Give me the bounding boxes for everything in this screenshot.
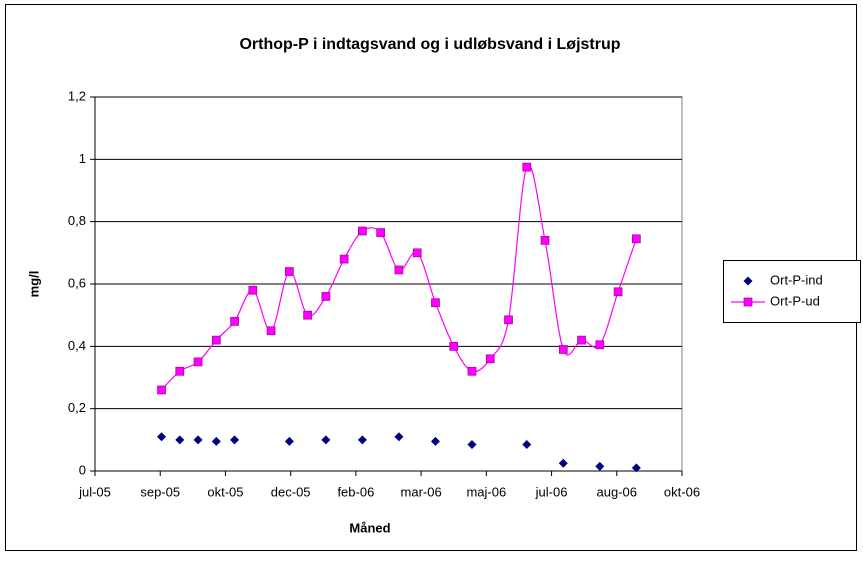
y-tick-label: 0,6 — [68, 275, 86, 290]
data-point — [558, 458, 568, 468]
data-point — [449, 341, 459, 351]
data-point — [631, 234, 641, 244]
y-tick-label: 0,8 — [68, 213, 86, 228]
data-point — [248, 285, 258, 295]
legend-box — [723, 260, 861, 323]
data-point — [577, 335, 586, 345]
legend-label: Ort-P-ind — [770, 272, 823, 287]
data-point — [157, 385, 166, 395]
data-point — [431, 298, 440, 308]
y-tick-label: 0 — [79, 462, 86, 477]
x-tick-label: jul-05 — [78, 484, 111, 499]
data-point — [230, 435, 240, 445]
x-tick-label: jul-06 — [535, 484, 568, 499]
data-point — [412, 248, 422, 258]
legend-marker — [743, 276, 753, 286]
y-tick-label: 1,2 — [68, 88, 86, 103]
x-tick-label: dec-05 — [271, 484, 311, 499]
data-point — [430, 436, 440, 446]
data-point — [284, 436, 294, 446]
data-point — [193, 435, 203, 445]
data-point — [358, 226, 367, 236]
data-point — [175, 366, 185, 376]
x-tick-label: okt-05 — [207, 484, 243, 499]
data-point — [230, 317, 239, 326]
data-point — [175, 435, 185, 445]
y-axis-label: mg/l — [26, 271, 41, 298]
data-point — [595, 461, 605, 471]
data-point — [321, 292, 331, 301]
data-point — [595, 340, 605, 350]
series-line — [161, 164, 637, 391]
data-point — [211, 436, 221, 446]
data-point — [376, 228, 386, 237]
x-axis-label: Måned — [349, 520, 390, 535]
data-point — [485, 354, 495, 364]
data-point — [285, 267, 294, 276]
x-tick-label: maj-06 — [466, 484, 506, 499]
data-point — [522, 440, 532, 450]
data-point — [631, 463, 641, 473]
data-point — [467, 440, 477, 450]
data-point — [613, 287, 623, 297]
data-point — [558, 345, 568, 354]
chart-title: Orthop-P i indtagsvand og i udløbsvand i… — [239, 36, 620, 53]
data-point — [339, 254, 349, 264]
y-tick-label: 0,2 — [68, 400, 86, 415]
data-point — [504, 315, 513, 325]
x-tick-label: aug-06 — [597, 484, 637, 499]
data-point — [357, 435, 367, 445]
data-point — [321, 435, 331, 445]
data-point — [211, 335, 221, 345]
data-point — [467, 366, 477, 376]
data-point — [266, 326, 276, 336]
data-point — [394, 432, 404, 442]
legend-label: Ort-P-ud — [770, 293, 820, 308]
data-point — [394, 265, 404, 275]
x-tick-label: sep-05 — [140, 484, 180, 499]
data-point — [522, 162, 532, 172]
y-tick-label: 1 — [79, 151, 86, 166]
y-tick-label: 0,4 — [68, 338, 86, 353]
data-point — [193, 357, 203, 367]
x-tick-label: feb-06 — [337, 484, 374, 499]
x-tick-label: mar-06 — [401, 484, 442, 499]
data-point — [303, 310, 312, 320]
data-point — [540, 236, 550, 245]
legend-marker — [743, 297, 753, 307]
data-point — [157, 432, 167, 442]
x-tick-label: okt-06 — [664, 484, 700, 499]
